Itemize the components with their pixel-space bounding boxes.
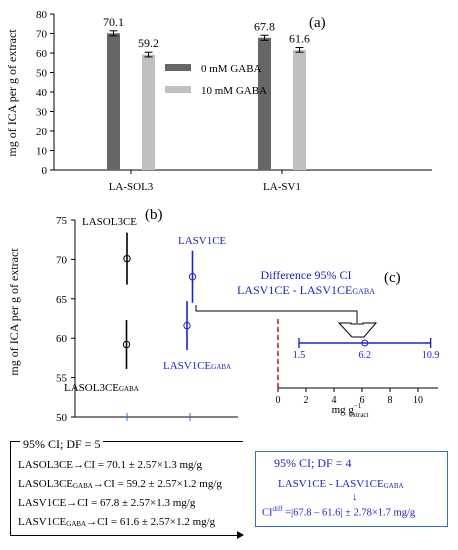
bar [107, 33, 120, 171]
ci-box-right-line2: CIdiff =|67.8 – 61.6| ± 2.78×1.7 mg/g [262, 505, 415, 521]
panel-c-x-tick-label: 6 [360, 395, 365, 406]
panel-b-y-tick-label: 70 [56, 254, 68, 266]
difference-ci-lower-label: 1.5 [293, 350, 306, 361]
panel-c-label: (c) [384, 270, 401, 286]
ci-line-lasol3ce: LASOL3CE→CI = 70.1 ± 2.57×1.3 mg/g [18, 458, 202, 473]
ci-box-left-title: 95% CI; DF = 5 [20, 436, 104, 453]
panel-b-y-tick-label: 60 [56, 333, 68, 345]
panel-a-label: (a) [309, 15, 326, 31]
ci-line-value: →CI = 61.6 ± 2.57×1.2 mg/g [86, 516, 216, 528]
ci-box-right-line1-main: LASV1CE - LASV1CE [278, 478, 384, 490]
panel-c-subtitle: LASV1CE - LASV1CEGABA [237, 283, 375, 297]
ci-box-left-arrowhead [237, 531, 244, 539]
ci-box-right-title: 95% CI; DF = 4 [274, 456, 352, 470]
panel-c-x-tick-label: 10 [413, 395, 423, 406]
panel-b-label: (b) [145, 207, 163, 223]
panel-a-y-tick-label: 10 [36, 146, 48, 158]
panel-b-points [122, 232, 197, 369]
panel-a-y-tick-label: 70 [36, 29, 48, 41]
bar-value-label: 70.1 [103, 15, 124, 29]
ci-line-name: LASOL3CE [18, 459, 73, 471]
ci-box-right-line2-sup: diff [272, 505, 283, 513]
ci-line-sub: GABA [73, 482, 93, 490]
panel-a-y-tick-label: 80 [36, 9, 48, 21]
bar [258, 37, 271, 170]
ci-box-right: 95% CI; DF = 4 LASV1CE - LASV1CEGABA ↓ C… [255, 451, 448, 527]
point-label-lasv1ce: LASV1CE [178, 235, 227, 247]
bar-value-label: 59.2 [138, 36, 159, 50]
ci-line-lasol3ce-gaba: LASOL3CEGABA→CI = 59.2 ± 2.57×1.2 mg/g [18, 477, 222, 492]
ci-line-lasv1ce: LASV1CE→CI = 67.8 ± 2.57×1.3 mg/g [18, 496, 195, 511]
panel-b-y-tick-label: 55 [56, 373, 68, 385]
ci-box-right-line1: LASV1CE - LASV1CEGABA [278, 477, 404, 492]
panel-a-y-tick-label: 30 [36, 107, 48, 119]
panel-b-y-tick-label: 50 [56, 412, 68, 424]
ci-box-right-arrow: ↓ [352, 491, 358, 503]
ci-box-left-bottom-arrow [10, 535, 238, 536]
ci-box-left-bracket [10, 441, 243, 536]
ci-line-sub: GABA [66, 520, 87, 528]
bar [293, 49, 306, 170]
panel-c-difference-plot: (c) Difference 95% CI LASV1CE - LASV1CEG… [195, 268, 440, 419]
panel-a-y-tick-label: 50 [36, 68, 48, 80]
panel-c-title: Difference 95% CI [260, 268, 351, 282]
bar-value-label: 61.6 [289, 32, 310, 46]
mean-marker [183, 321, 191, 330]
difference-estimate-label: 6.2 [359, 350, 372, 361]
panel-a-y-ticks: 0 10 20 30 40 50 60 70 80 [36, 9, 54, 177]
panel-b-y-tick-label: 65 [56, 294, 68, 306]
panel-c-x-axis-label: mg g−1 extract [332, 402, 369, 419]
legend-swatch [165, 64, 191, 71]
panel-a-bar-chart: 0 10 20 30 40 50 60 70 80 70.1 59.2 67.8 61.6 LA-SO… [5, 9, 432, 193]
panel-c-interval: 1.5 10.9 6.2 [293, 338, 440, 361]
ci-box-right-line2-rest: =|67.8 – 61.6| ± 2.78×1.7 mg/g [282, 507, 416, 519]
mean-marker [188, 273, 197, 281]
panel-a-y-tick-label: 60 [36, 48, 48, 60]
mean-marker [122, 340, 131, 349]
panel-c-x-tick-label: 0 [276, 395, 281, 406]
panel-b-y-axis-label: mg of ICA per g of extract [7, 248, 21, 376]
ci-line-lasv1ce-gaba: LASV1CEGABA→CI = 61.6 ± 2.57×1.2 mg/g [18, 515, 215, 530]
bar-value-label: 67.8 [254, 19, 275, 33]
panel-c-x-tick-label: 4 [332, 395, 337, 406]
panel-a-y-tick-label: 20 [36, 126, 48, 138]
panel-b-y-tick-label: 75 [56, 215, 68, 227]
difference-connector [195, 305, 358, 323]
panel-a-y-axis-label: mg of ICA per g of extract [5, 29, 19, 157]
point-label-lasv1ce-gaba: LASV1CEGABA [163, 360, 231, 372]
ci-line-value: →CI = 70.1 ± 2.57×1.3 mg/g [73, 459, 203, 471]
panel-c-x-tick-label: 2 [304, 395, 309, 406]
ci-line-name: LASV1CE [18, 516, 67, 528]
ci-line-name: LASOL3CE [18, 478, 73, 490]
ci-line-name: LASV1CE [18, 497, 67, 509]
panel-a-category-label: LA-SV1 [263, 181, 301, 193]
panel-a-category-label: LA-SOL3 [109, 181, 154, 193]
panel-c-x-tick-label: 8 [388, 395, 393, 406]
panel-a-y-tick-label: 40 [36, 87, 48, 99]
point-label-lasol3ce-gaba: LASOL3CEGABA [64, 382, 139, 394]
ci-line-value: →CI = 67.8 ± 2.57×1.3 mg/g [66, 497, 196, 509]
ci-box-left: 95% CI; DF = 5 LASOL3CE→CI = 70.1 ± 2.57… [6, 436, 244, 540]
panel-a-legend: 0 mM GABA 10 mM GABA [165, 63, 267, 97]
ci-box-right-line2-main: CI [262, 507, 273, 519]
point-label-lasol3ce: LASOL3CE [82, 216, 137, 228]
panel-c-x-ticks: 0 2 4 6 8 10 [276, 388, 423, 406]
ci-box-right-line1-sub: GABA [383, 482, 404, 490]
panel-a-y-tick-label: 0 [42, 165, 48, 177]
panel-a-x-categories: LA-SOL3 LA-SV1 [109, 170, 301, 193]
legend-label: 0 mM GABA [201, 63, 262, 75]
legend-label: 10 mM GABA [201, 85, 267, 97]
difference-ci-upper-label: 10.9 [422, 350, 440, 361]
mean-marker [123, 254, 131, 263]
panel-b-y-ticks: 50 55 60 65 70 75 [56, 215, 75, 424]
difference-estimate-marker [361, 339, 369, 347]
legend-swatch [165, 86, 191, 93]
ci-line-value: →CI = 59.2 ± 2.57×1.2 mg/g [92, 478, 222, 490]
bar [142, 54, 155, 171]
panel-a-bars: 70.1 59.2 67.8 61.6 [103, 15, 310, 171]
difference-connector-arrow [337, 322, 378, 338]
